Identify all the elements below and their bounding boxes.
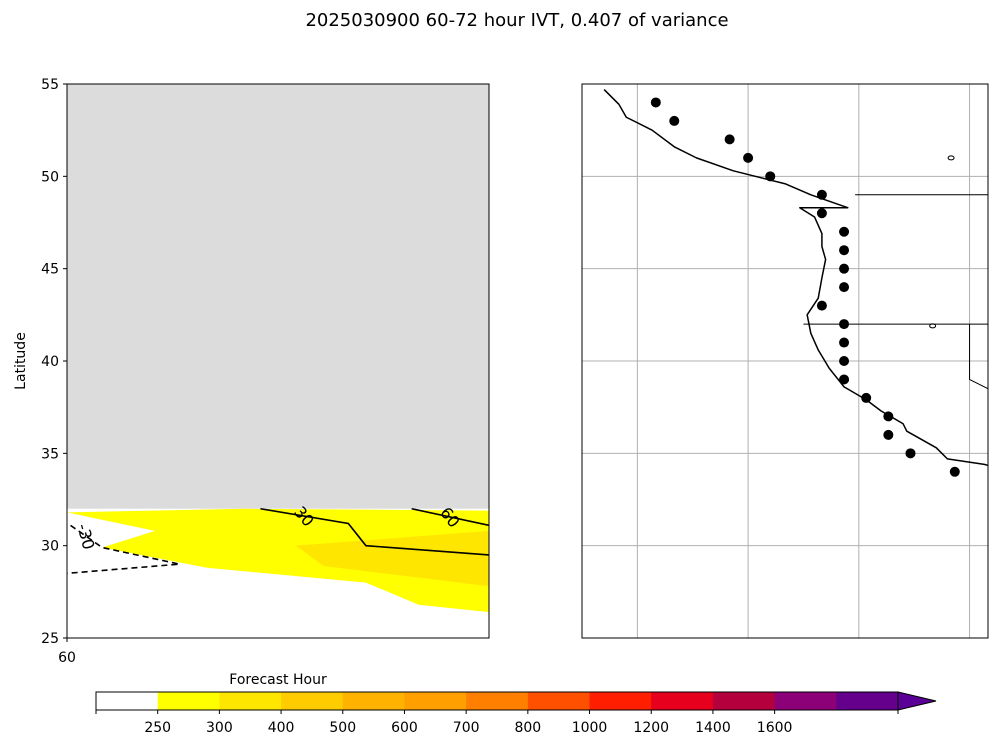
station-marker-15	[839, 374, 850, 385]
colorbar-tick-label: 700	[453, 720, 480, 736]
colorbar-tick-label: 400	[268, 720, 295, 736]
station-marker-9	[839, 263, 850, 274]
map-frame	[581, 83, 989, 639]
station-marker-4	[765, 171, 776, 182]
coastline	[603, 89, 988, 467]
colorbar-tick-label: 1000	[572, 720, 608, 736]
colorbar-tick-label: 300	[206, 720, 233, 736]
station-marker-12	[839, 319, 850, 330]
lake-3	[947, 155, 955, 161]
colorbar-tick-label: 1600	[757, 720, 793, 736]
y-tick-label: 25	[41, 631, 59, 647]
y-axis-label: Latitude	[13, 332, 29, 390]
colorbar-tick-label: 250	[144, 720, 171, 736]
political-border-2	[969, 324, 988, 390]
y-tick-label: 50	[41, 169, 59, 185]
figure-title: 2025030900 60-72 hour IVT, 0.407 of vari…	[305, 10, 728, 31]
colorbar-tick-label: 800	[514, 720, 541, 736]
map-area	[582, 84, 995, 638]
colorbar-segment-3	[281, 692, 344, 710]
station-marker-19	[905, 448, 916, 459]
station-marker-3	[743, 152, 754, 163]
station-marker-8	[839, 245, 850, 256]
station-marker-0	[650, 97, 661, 108]
x-axis-label: Forecast Hour	[229, 672, 327, 688]
station-marker-14	[839, 356, 850, 366]
y-tick-label: 45	[41, 262, 59, 278]
colorbar: 250 300 400 500 600 700 800 1000 1200 1400 1600	[95, 691, 937, 736]
colorbar-segment-8	[589, 692, 652, 710]
station-marker-2	[724, 134, 735, 145]
station-marker-10	[839, 282, 850, 293]
colorbar-tick-label: 1200	[633, 720, 669, 736]
contour-line-1	[260, 507, 489, 556]
y-tick-label: 40	[41, 354, 59, 370]
colorbar-frame	[95, 691, 899, 711]
lake-5	[929, 323, 937, 329]
missing-data-region	[67, 84, 489, 509]
filled-contour-1	[295, 530, 489, 587]
station-marker-5	[816, 189, 827, 200]
filled-contour-0	[67, 508, 489, 613]
colorbar-tick-label: 600	[391, 720, 418, 736]
colorbar-segment-5	[404, 692, 467, 710]
contour-line-2	[67, 524, 180, 575]
y-tick-label: 30	[41, 539, 59, 555]
colorbar-segment-10	[712, 692, 776, 710]
colorbar-tick-label: 1400	[695, 720, 731, 736]
x-tick-label: 60	[58, 650, 76, 666]
colorbar-segment-1	[157, 692, 220, 710]
colorbar-tick-label: 500	[329, 720, 356, 736]
station-marker-1	[669, 115, 680, 126]
colorbar-segment-6	[466, 692, 529, 710]
lake-6	[989, 411, 995, 415]
colorbar-segment-9	[651, 692, 714, 710]
colorbar-extend-arrow	[897, 691, 937, 711]
station-marker-7	[839, 226, 850, 237]
contour-line-0	[411, 507, 489, 527]
contour-axes: 25 30 35 40 45 50 55 60	[41, 77, 76, 666]
station-marker-13	[839, 337, 850, 348]
colorbar-segment-0	[96, 692, 159, 710]
station-marker-16	[861, 392, 872, 403]
station-marker-11	[816, 300, 827, 311]
colorbar-segment-2	[219, 692, 282, 710]
station-marker-17	[883, 411, 894, 422]
colorbar-segment-4	[342, 692, 405, 710]
station-marker-20	[949, 466, 960, 477]
colorbar-segment-7	[527, 692, 591, 710]
station-marker-18	[883, 429, 894, 440]
colorbar-segment-12	[836, 692, 899, 710]
station-marker-6	[816, 208, 827, 219]
y-tick-label: 55	[41, 77, 59, 93]
colorbar-segment-11	[774, 692, 837, 710]
map-panel	[581, 83, 995, 639]
y-tick-label: 35	[41, 446, 59, 462]
